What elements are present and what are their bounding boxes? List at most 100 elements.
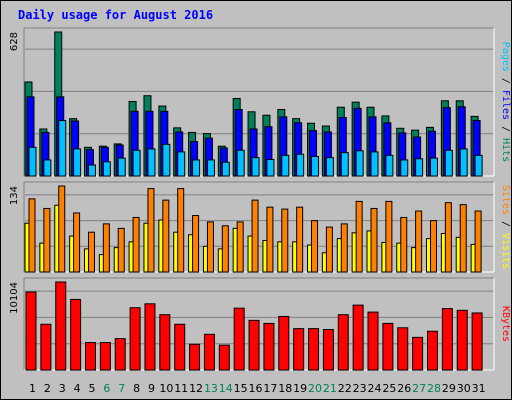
chart-panels: 628 134 10104 Pages / Files / Hits Sites / V… bbox=[9, 27, 511, 371]
pages-bar bbox=[147, 148, 156, 177]
day-label: 25 bbox=[382, 382, 396, 395]
day-label: 13 bbox=[204, 382, 218, 395]
pages-bar bbox=[429, 157, 438, 177]
kbytes-bar bbox=[337, 314, 349, 371]
kbytes-bar bbox=[382, 322, 394, 371]
kbytes-bar bbox=[218, 344, 230, 371]
sites-bar bbox=[370, 207, 378, 273]
day-label: 1 bbox=[29, 382, 36, 395]
sites-bar bbox=[474, 210, 482, 273]
legend-separator: / bbox=[500, 120, 511, 138]
legend-item-pages: Pages bbox=[500, 42, 511, 72]
kbytes-bar bbox=[456, 309, 468, 371]
day-label: 3 bbox=[59, 382, 66, 395]
sites-bar bbox=[117, 227, 125, 273]
day-label: 12 bbox=[189, 382, 203, 395]
sites-bar bbox=[221, 225, 229, 273]
sites-bar bbox=[192, 215, 200, 273]
day-label: 2 bbox=[44, 382, 51, 395]
day-label: 5 bbox=[88, 382, 95, 395]
sites-bar bbox=[206, 221, 214, 273]
sites-bar bbox=[415, 210, 423, 273]
pages-bar bbox=[474, 154, 483, 177]
day-label: 31 bbox=[472, 382, 486, 395]
pages-bar bbox=[177, 151, 186, 177]
sites-bar bbox=[162, 199, 170, 273]
kbytes-bar bbox=[352, 304, 364, 371]
sites-bar bbox=[147, 188, 155, 273]
day-label: 11 bbox=[174, 382, 188, 395]
legend-text: KBytes bbox=[500, 306, 511, 342]
day-label: 7 bbox=[118, 382, 125, 395]
day-label: 16 bbox=[249, 382, 263, 395]
kbytes-bar bbox=[471, 312, 483, 371]
y-max-label: 10104 bbox=[9, 282, 20, 314]
kbytes-bar bbox=[99, 342, 111, 371]
panel-kbytes: 10104 bbox=[9, 277, 495, 371]
pages-bar bbox=[251, 157, 260, 177]
kbytes-bar bbox=[426, 330, 438, 371]
pages-bar bbox=[162, 143, 171, 177]
legend-item-files: Files bbox=[500, 90, 511, 120]
day-label: 22 bbox=[338, 382, 352, 395]
legend-separator: / bbox=[500, 215, 511, 233]
day-label: 14 bbox=[219, 382, 233, 395]
kbytes-bar bbox=[159, 314, 171, 371]
pages-bar bbox=[28, 146, 37, 177]
day-label: 27 bbox=[412, 382, 426, 395]
pages-bar bbox=[340, 152, 349, 177]
pages-bar bbox=[459, 148, 468, 177]
day-label: 15 bbox=[234, 382, 248, 395]
pages-bar bbox=[385, 154, 394, 177]
sites-bar bbox=[355, 200, 363, 273]
sites-bar bbox=[102, 223, 110, 273]
legend-item-sites: Sites bbox=[500, 185, 511, 215]
sites-bar bbox=[177, 188, 185, 273]
pages-bar bbox=[192, 159, 201, 177]
sites-bar bbox=[236, 221, 244, 273]
sites-bar bbox=[311, 220, 319, 273]
kbytes-bar bbox=[174, 323, 186, 371]
sites-bar bbox=[43, 207, 51, 273]
kbytes-bar bbox=[40, 323, 52, 371]
sites-bar bbox=[385, 200, 393, 273]
kbytes-bar bbox=[233, 307, 245, 371]
sites-bar bbox=[459, 204, 467, 273]
day-label: 23 bbox=[353, 382, 367, 395]
legend-text: Sites / Visits bbox=[500, 185, 511, 269]
sites-bar bbox=[429, 220, 437, 273]
kbytes-bar bbox=[367, 311, 379, 371]
sites-bar bbox=[444, 202, 452, 273]
kbytes-bar bbox=[441, 308, 453, 371]
kbytes-bar bbox=[84, 342, 96, 371]
kbytes-bar bbox=[25, 291, 37, 371]
pages-bar bbox=[370, 151, 379, 177]
y-max-label: 628 bbox=[9, 32, 20, 51]
panel-visits-sites: 134 bbox=[9, 181, 495, 273]
pages-bar bbox=[132, 149, 141, 177]
legend-item-hits: Hits bbox=[500, 138, 511, 162]
pages-bar bbox=[266, 158, 275, 177]
day-label: 29 bbox=[442, 382, 456, 395]
legend: Sites / Visits bbox=[500, 185, 511, 269]
kbytes-bar bbox=[248, 319, 260, 371]
kbytes-bar bbox=[397, 327, 409, 371]
pages-bar bbox=[296, 153, 305, 177]
pages-bar bbox=[221, 161, 230, 177]
sites-bar bbox=[251, 199, 259, 273]
kbytes-bar bbox=[308, 328, 320, 371]
kbytes-bar bbox=[412, 336, 424, 371]
kbytes-bar bbox=[55, 281, 67, 371]
day-label: 10 bbox=[159, 382, 173, 395]
sites-bar bbox=[340, 223, 348, 273]
y-max-label: 134 bbox=[9, 186, 20, 205]
pages-bar bbox=[87, 164, 96, 177]
pages-bar bbox=[355, 150, 364, 177]
pages-bar bbox=[117, 157, 126, 177]
legend-text: Pages / Files / Hits bbox=[500, 42, 511, 162]
kbytes-bar bbox=[144, 303, 156, 371]
day-label: 28 bbox=[427, 382, 441, 395]
day-label: 4 bbox=[74, 382, 81, 395]
pages-bar bbox=[415, 158, 424, 177]
